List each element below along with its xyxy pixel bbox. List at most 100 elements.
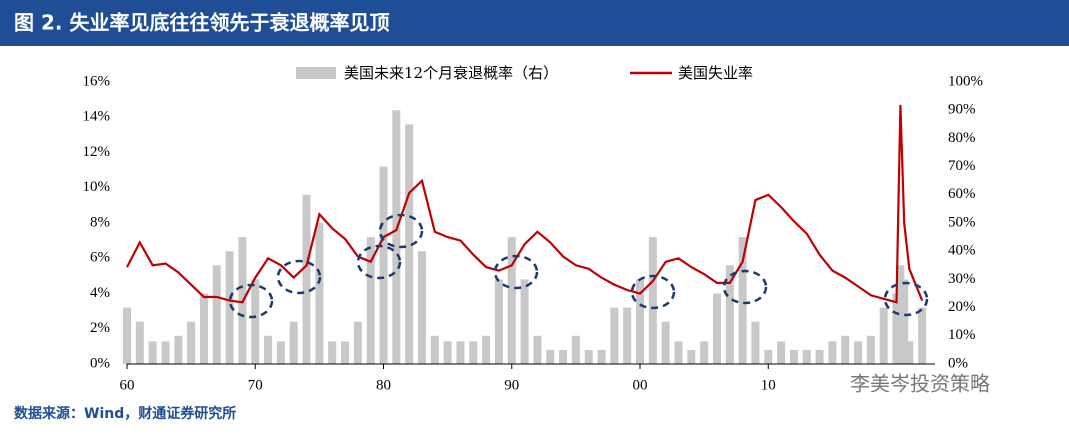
bar [507, 237, 516, 364]
bar [559, 349, 568, 364]
bar [546, 349, 555, 364]
y2-tick-label: 20% [948, 299, 976, 315]
line [126, 104, 924, 304]
bar [854, 341, 863, 364]
legend-label: 美国未来12个月衰退概率（右） [344, 64, 558, 82]
bar [161, 341, 170, 364]
y-tick-label: 16% [83, 73, 111, 89]
annotations [228, 213, 929, 319]
circle [276, 259, 322, 295]
legend-label: 美国失业率 [678, 64, 753, 82]
x-tick-label: 80 [376, 377, 391, 393]
bar [405, 124, 414, 364]
bar [482, 335, 491, 364]
bar [251, 279, 260, 364]
circle [722, 269, 768, 305]
bar [636, 279, 645, 364]
y-tick-label: 10% [83, 179, 111, 195]
source: 数据来源：Wind，财通证券研究所 [14, 405, 236, 422]
y-tick-label: 0% [90, 355, 110, 371]
bar [725, 265, 734, 364]
y2-tick-label: 100% [948, 73, 983, 89]
header-bar [0, 0, 1069, 46]
bar [623, 307, 632, 364]
bar [123, 307, 131, 364]
bar [174, 335, 183, 364]
bar [866, 335, 875, 364]
bar [751, 321, 760, 364]
y2-tick-label: 90% [948, 102, 976, 118]
bar [379, 166, 388, 364]
bar [187, 321, 196, 364]
bar [199, 293, 208, 364]
bar [815, 349, 824, 364]
y-tick-label: 14% [83, 109, 111, 125]
y-tick-label: 8% [90, 214, 110, 230]
bar [315, 223, 324, 364]
bar [610, 307, 619, 364]
bar [900, 279, 909, 364]
bar [353, 321, 362, 364]
bar [392, 110, 401, 364]
x-tick-label: 10 [761, 377, 776, 393]
bar [789, 349, 798, 364]
circle [883, 281, 929, 317]
y2-tick-label: 50% [948, 214, 976, 230]
bar [148, 341, 157, 364]
y2-tick-label: 60% [948, 186, 976, 202]
circle [493, 254, 539, 290]
x-tick-label: 90 [504, 377, 519, 393]
circle [228, 283, 274, 319]
bar [520, 279, 529, 364]
bar [571, 335, 580, 364]
circle [356, 244, 402, 280]
bar [533, 335, 542, 364]
bar [276, 341, 285, 364]
circle [630, 274, 676, 310]
bar [341, 341, 350, 364]
bar [225, 251, 234, 364]
bar [879, 307, 888, 364]
bar [212, 265, 221, 364]
bar [366, 237, 375, 364]
bar [918, 307, 927, 364]
x-tick-label: 70 [248, 377, 263, 393]
bar [302, 194, 311, 364]
bar [328, 341, 337, 364]
bar [802, 349, 811, 364]
y2-tick-label: 10% [948, 327, 976, 343]
bar [597, 349, 606, 364]
bar [469, 341, 478, 364]
y-tick-label: 6% [90, 250, 110, 266]
bar [738, 237, 747, 364]
y2-tick-label: 0% [948, 355, 968, 371]
bar [661, 321, 670, 364]
bar [712, 293, 721, 364]
chart-title: 图 2. 失业率见底往往领先于衰退概率见顶 [14, 11, 389, 35]
bar [648, 237, 657, 364]
bar [430, 335, 439, 364]
y2-tick-label: 30% [948, 271, 976, 287]
y-tick-label: 2% [90, 320, 110, 336]
bar [417, 251, 426, 364]
x-tick-label: 60 [120, 377, 135, 393]
bar [777, 341, 786, 364]
bar [905, 341, 914, 364]
bar [494, 279, 503, 364]
bar [687, 349, 696, 364]
x-tick-label: 00 [633, 377, 648, 393]
y-tick-label: 12% [83, 144, 111, 160]
bar [443, 341, 452, 364]
y2-tick-label: 40% [948, 243, 976, 259]
bar [264, 335, 273, 364]
bar [135, 321, 144, 364]
bar [456, 341, 465, 364]
bar [841, 335, 850, 364]
y2-tick-label: 80% [948, 130, 976, 146]
bar [584, 349, 593, 364]
circle [378, 213, 424, 249]
y2-tick-label: 70% [948, 158, 976, 174]
bar [828, 341, 837, 364]
legend-swatch [296, 67, 336, 79]
